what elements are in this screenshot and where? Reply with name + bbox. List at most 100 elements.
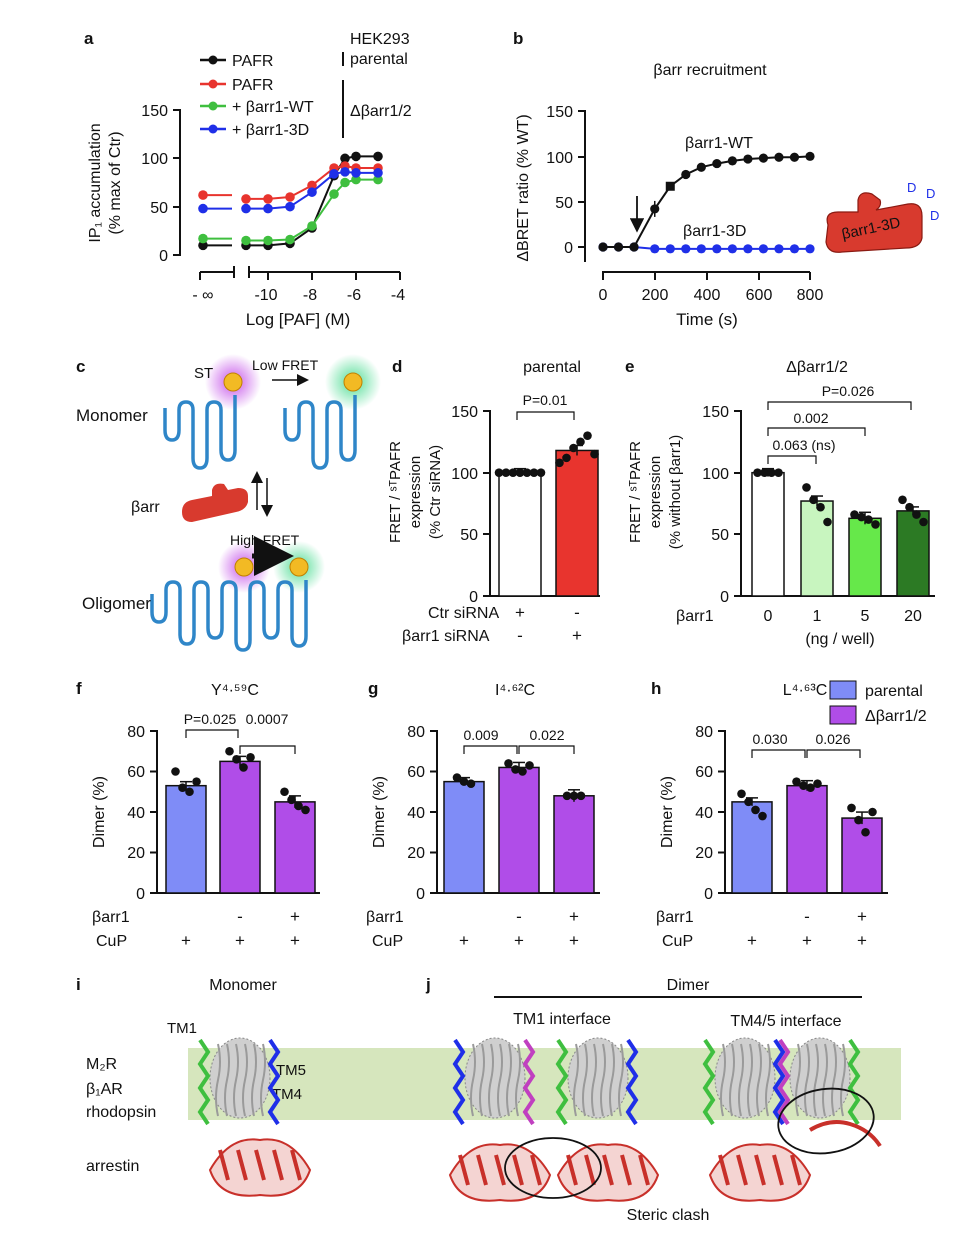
e-bar-1 [800, 500, 834, 597]
panel-letter-i: i [76, 975, 81, 994]
d-dot-0-0 [494, 468, 504, 477]
a-point-s2-1 [241, 235, 251, 246]
e-dot-1-0 [802, 483, 811, 492]
j2-left-helix-grey-3 [747, 1043, 753, 1117]
h-dot-1-3 [813, 779, 822, 788]
i-helix-grey-0 [215, 1043, 221, 1117]
f-cup-sign-2: + [290, 931, 300, 950]
j-sub-tm1: TM1 interface [513, 1011, 611, 1028]
b-point-s0-13 [805, 151, 815, 161]
d-sign-ctr-2: - [574, 603, 580, 622]
g-dot-2-1 [569, 791, 579, 801]
cartoon-d-3: D [930, 208, 939, 223]
f-ytick-20: 20 [127, 845, 145, 862]
j1-left-helix-grey-4 [506, 1043, 512, 1117]
d-bar-1 [555, 449, 599, 597]
b-xtick-800: 800 [797, 287, 824, 304]
e-bracket-20 [767, 401, 912, 410]
h-pvalue-2: 0.026 [815, 731, 850, 747]
f-dot-2-3 [301, 805, 310, 815]
i-arrestin-strand-1 [236, 1149, 248, 1181]
b-xtick-600: 600 [746, 287, 773, 304]
h-dot-2-2 [861, 827, 870, 837]
d-ylabel-3: (% Ctr siRNA) [427, 445, 444, 539]
label-oligomer: Oligomer [82, 594, 151, 613]
g-bar-0 [443, 780, 485, 894]
b-point-s0-1 [613, 242, 624, 252]
h-ytick-80: 80 [695, 724, 713, 741]
g-row-barr1: βarr1 [366, 909, 404, 926]
d-ylabel-1: FRET / ˢᵀPAFR [387, 441, 404, 543]
i-label-arrestin: arrestin [86, 1158, 139, 1175]
legend-ko: Δβarr1/2 [865, 708, 927, 725]
e-dot-0-3 [774, 468, 783, 477]
j2-left-helix-left [702, 1038, 716, 1126]
i-helix-right [267, 1038, 281, 1126]
f-dot-0-0 [171, 767, 180, 776]
d-dot-0-6 [536, 468, 546, 477]
f-dot-1-0 [225, 746, 234, 756]
f-barr-sign-1: - [237, 907, 243, 926]
b-point-s1-7 [712, 244, 722, 254]
j1-right-arrestin-strand-1 [584, 1154, 596, 1186]
a-point-s1-2 [263, 194, 273, 204]
legend-label-pafr-ko: PAFR [232, 77, 273, 94]
j2-left-helix-grey-4 [756, 1043, 762, 1117]
b-point-s1-12 [789, 244, 800, 254]
monomer-receptor-right [283, 395, 357, 470]
b-point-s0-5 [681, 169, 691, 180]
legend-swatch-ko [829, 705, 857, 725]
i-helix-grey-5 [260, 1043, 266, 1117]
a-ytick-100: 100 [141, 151, 168, 168]
oligomer-receptors [150, 580, 308, 652]
g-cup-sign-1: + [514, 931, 524, 950]
i-label-tm5: TM5 [276, 1062, 306, 1079]
b-xtick-0: 0 [599, 287, 608, 304]
legend-marker-pafr-ko [208, 79, 218, 89]
f-dot-0-3 [192, 777, 201, 786]
e-ytick-150: 150 [702, 404, 729, 421]
a-point-s2-4 [307, 221, 317, 231]
panel-e-yticks: 0 50 100 150 [702, 404, 741, 606]
f-ytick-0: 0 [136, 886, 145, 903]
h-bracket-1 [751, 749, 806, 758]
e-dot-1-1 [809, 495, 818, 505]
j2-right-helix-grey-0 [795, 1043, 801, 1117]
g-bracket-2 [518, 745, 575, 754]
e-xtick-1: 1 [813, 608, 822, 625]
j2-right-helix-grey-4 [831, 1043, 837, 1117]
g-dot-1-1 [511, 765, 520, 774]
f-bracket-1 [185, 729, 239, 738]
b-point-s0-4 [665, 181, 675, 191]
panels-fgh: Y⁴·⁵⁹C I⁴·⁶²C L⁴·⁶³C parental Δβarr1/2 0… [91, 680, 927, 950]
label-low-fret: Low FRET [252, 357, 319, 373]
i-label-b1ar: β₁AR [86, 1081, 123, 1098]
h-row-cup: CuP [662, 933, 693, 950]
b-point-s1-11 [774, 244, 784, 254]
j1-left-helix-grey-3 [497, 1043, 503, 1117]
g-pvalue-1: 0.009 [463, 727, 498, 743]
g-dot-0-1 [459, 777, 469, 786]
h-cup-sign-0: + [747, 931, 757, 950]
j1-right-helix-grey-2 [591, 1043, 597, 1117]
a-point-s0-6 [340, 153, 350, 164]
d-pvalue: P=0.01 [523, 392, 568, 408]
a-point-s2-3 [285, 234, 295, 245]
h-dot-0-3 [758, 811, 767, 821]
panels-ij: Monomer Dimer TM1 interface TM4/5 interf… [86, 977, 901, 1224]
h-dot-1-0 [792, 777, 801, 786]
legend-marker-pafr-parental [208, 55, 218, 65]
g-dot-2-0 [562, 791, 572, 801]
d-dot-1-3 [576, 437, 585, 447]
d-dot-0-5 [529, 468, 539, 477]
clash-ellipse-1 [504, 1137, 602, 1199]
g-cup-sign-0: + [459, 931, 469, 950]
i-helix-grey-4 [251, 1043, 257, 1117]
a-point-s1-0 [198, 190, 208, 200]
b-point-s0-7 [712, 158, 722, 169]
j2-left-helix-grey-1 [729, 1043, 735, 1117]
e-pvalue-20: P=0.026 [822, 383, 875, 399]
j1-right-helix-grey-5 [618, 1043, 624, 1117]
g-barr-sign-2: + [569, 907, 579, 926]
panel-letter-j: j [425, 975, 431, 994]
